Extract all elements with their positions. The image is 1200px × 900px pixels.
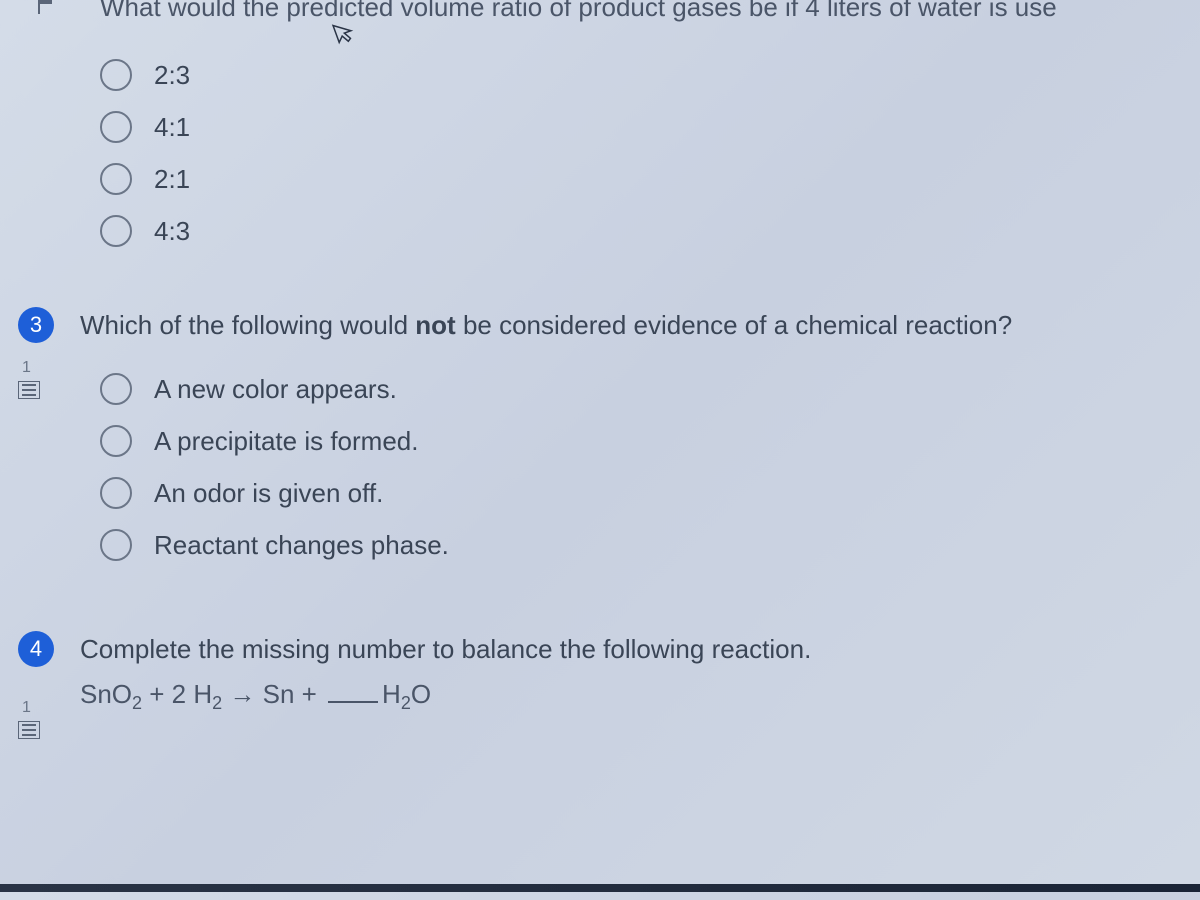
points-marker: 1 <box>22 699 31 717</box>
radio-button[interactable] <box>100 215 132 247</box>
question-number-badge: 4 <box>18 631 54 667</box>
option-label: An odor is given off. <box>154 478 383 509</box>
quiz-content: What would the predicted volume ratio of… <box>0 0 1200 716</box>
q3-suffix: be considered evidence of a chemical rea… <box>456 310 1012 340</box>
question-4-text: Complete the missing number to balance t… <box>80 631 1200 667</box>
option-label: 4:3 <box>154 216 190 247</box>
bottom-border <box>0 884 1200 892</box>
option-row[interactable]: Reactant changes phase. <box>100 529 1200 561</box>
radio-button[interactable] <box>100 111 132 143</box>
eq-r1-sub: 2 <box>132 693 142 713</box>
option-row[interactable]: A new color appears. <box>100 373 1200 405</box>
option-row[interactable]: 4:3 <box>100 215 1200 247</box>
q3-bold: not <box>415 310 455 340</box>
eq-p1-sub: 2 <box>401 693 411 713</box>
question-4-block: 4 Complete the missing number to balance… <box>0 631 1200 716</box>
radio-button[interactable] <box>100 59 132 91</box>
eq-p2: O <box>411 679 431 709</box>
question-number-badge: 3 <box>18 307 54 343</box>
question-2-options: 2:3 4:1 2:1 4:3 <box>100 59 1200 247</box>
list-icon[interactable] <box>18 721 40 739</box>
eq-arrow: → Sn + <box>222 679 324 709</box>
question-3-text: Which of the following would not be cons… <box>80 307 1200 343</box>
option-row[interactable]: 2:3 <box>100 59 1200 91</box>
radio-button[interactable] <box>100 529 132 561</box>
eq-r2-sub: 2 <box>212 693 222 713</box>
option-label: A precipitate is formed. <box>154 426 418 457</box>
option-label: A new color appears. <box>154 374 397 405</box>
radio-button[interactable] <box>100 163 132 195</box>
eq-r1: SnO <box>80 679 132 709</box>
list-icon[interactable] <box>18 381 40 399</box>
radio-button[interactable] <box>100 425 132 457</box>
question-2-block: What would the predicted volume ratio of… <box>0 0 1200 247</box>
option-row[interactable]: A precipitate is formed. <box>100 425 1200 457</box>
question-2-text: What would the predicted volume ratio of… <box>100 0 1200 23</box>
question-3-block: 3 Which of the following would not be co… <box>0 307 1200 561</box>
flag-icon[interactable] <box>38 0 56 14</box>
option-label: 4:1 <box>154 112 190 143</box>
option-row[interactable]: 4:1 <box>100 111 1200 143</box>
question-3-options: A new color appears. A precipitate is fo… <box>100 373 1200 561</box>
option-label: Reactant changes phase. <box>154 530 449 561</box>
option-label: 2:3 <box>154 60 190 91</box>
q3-prefix: Which of the following would <box>80 310 415 340</box>
option-label: 2:1 <box>154 164 190 195</box>
eq-p1: H <box>382 679 401 709</box>
eq-plus1: + 2 H <box>142 679 212 709</box>
option-row[interactable]: 2:1 <box>100 163 1200 195</box>
question-4-equation: SnO2 + 2 H2 → Sn + H2O <box>80 676 1200 716</box>
points-marker: 1 <box>22 359 31 377</box>
equation-blank[interactable] <box>328 701 378 703</box>
radio-button[interactable] <box>100 477 132 509</box>
option-row[interactable]: An odor is given off. <box>100 477 1200 509</box>
radio-button[interactable] <box>100 373 132 405</box>
